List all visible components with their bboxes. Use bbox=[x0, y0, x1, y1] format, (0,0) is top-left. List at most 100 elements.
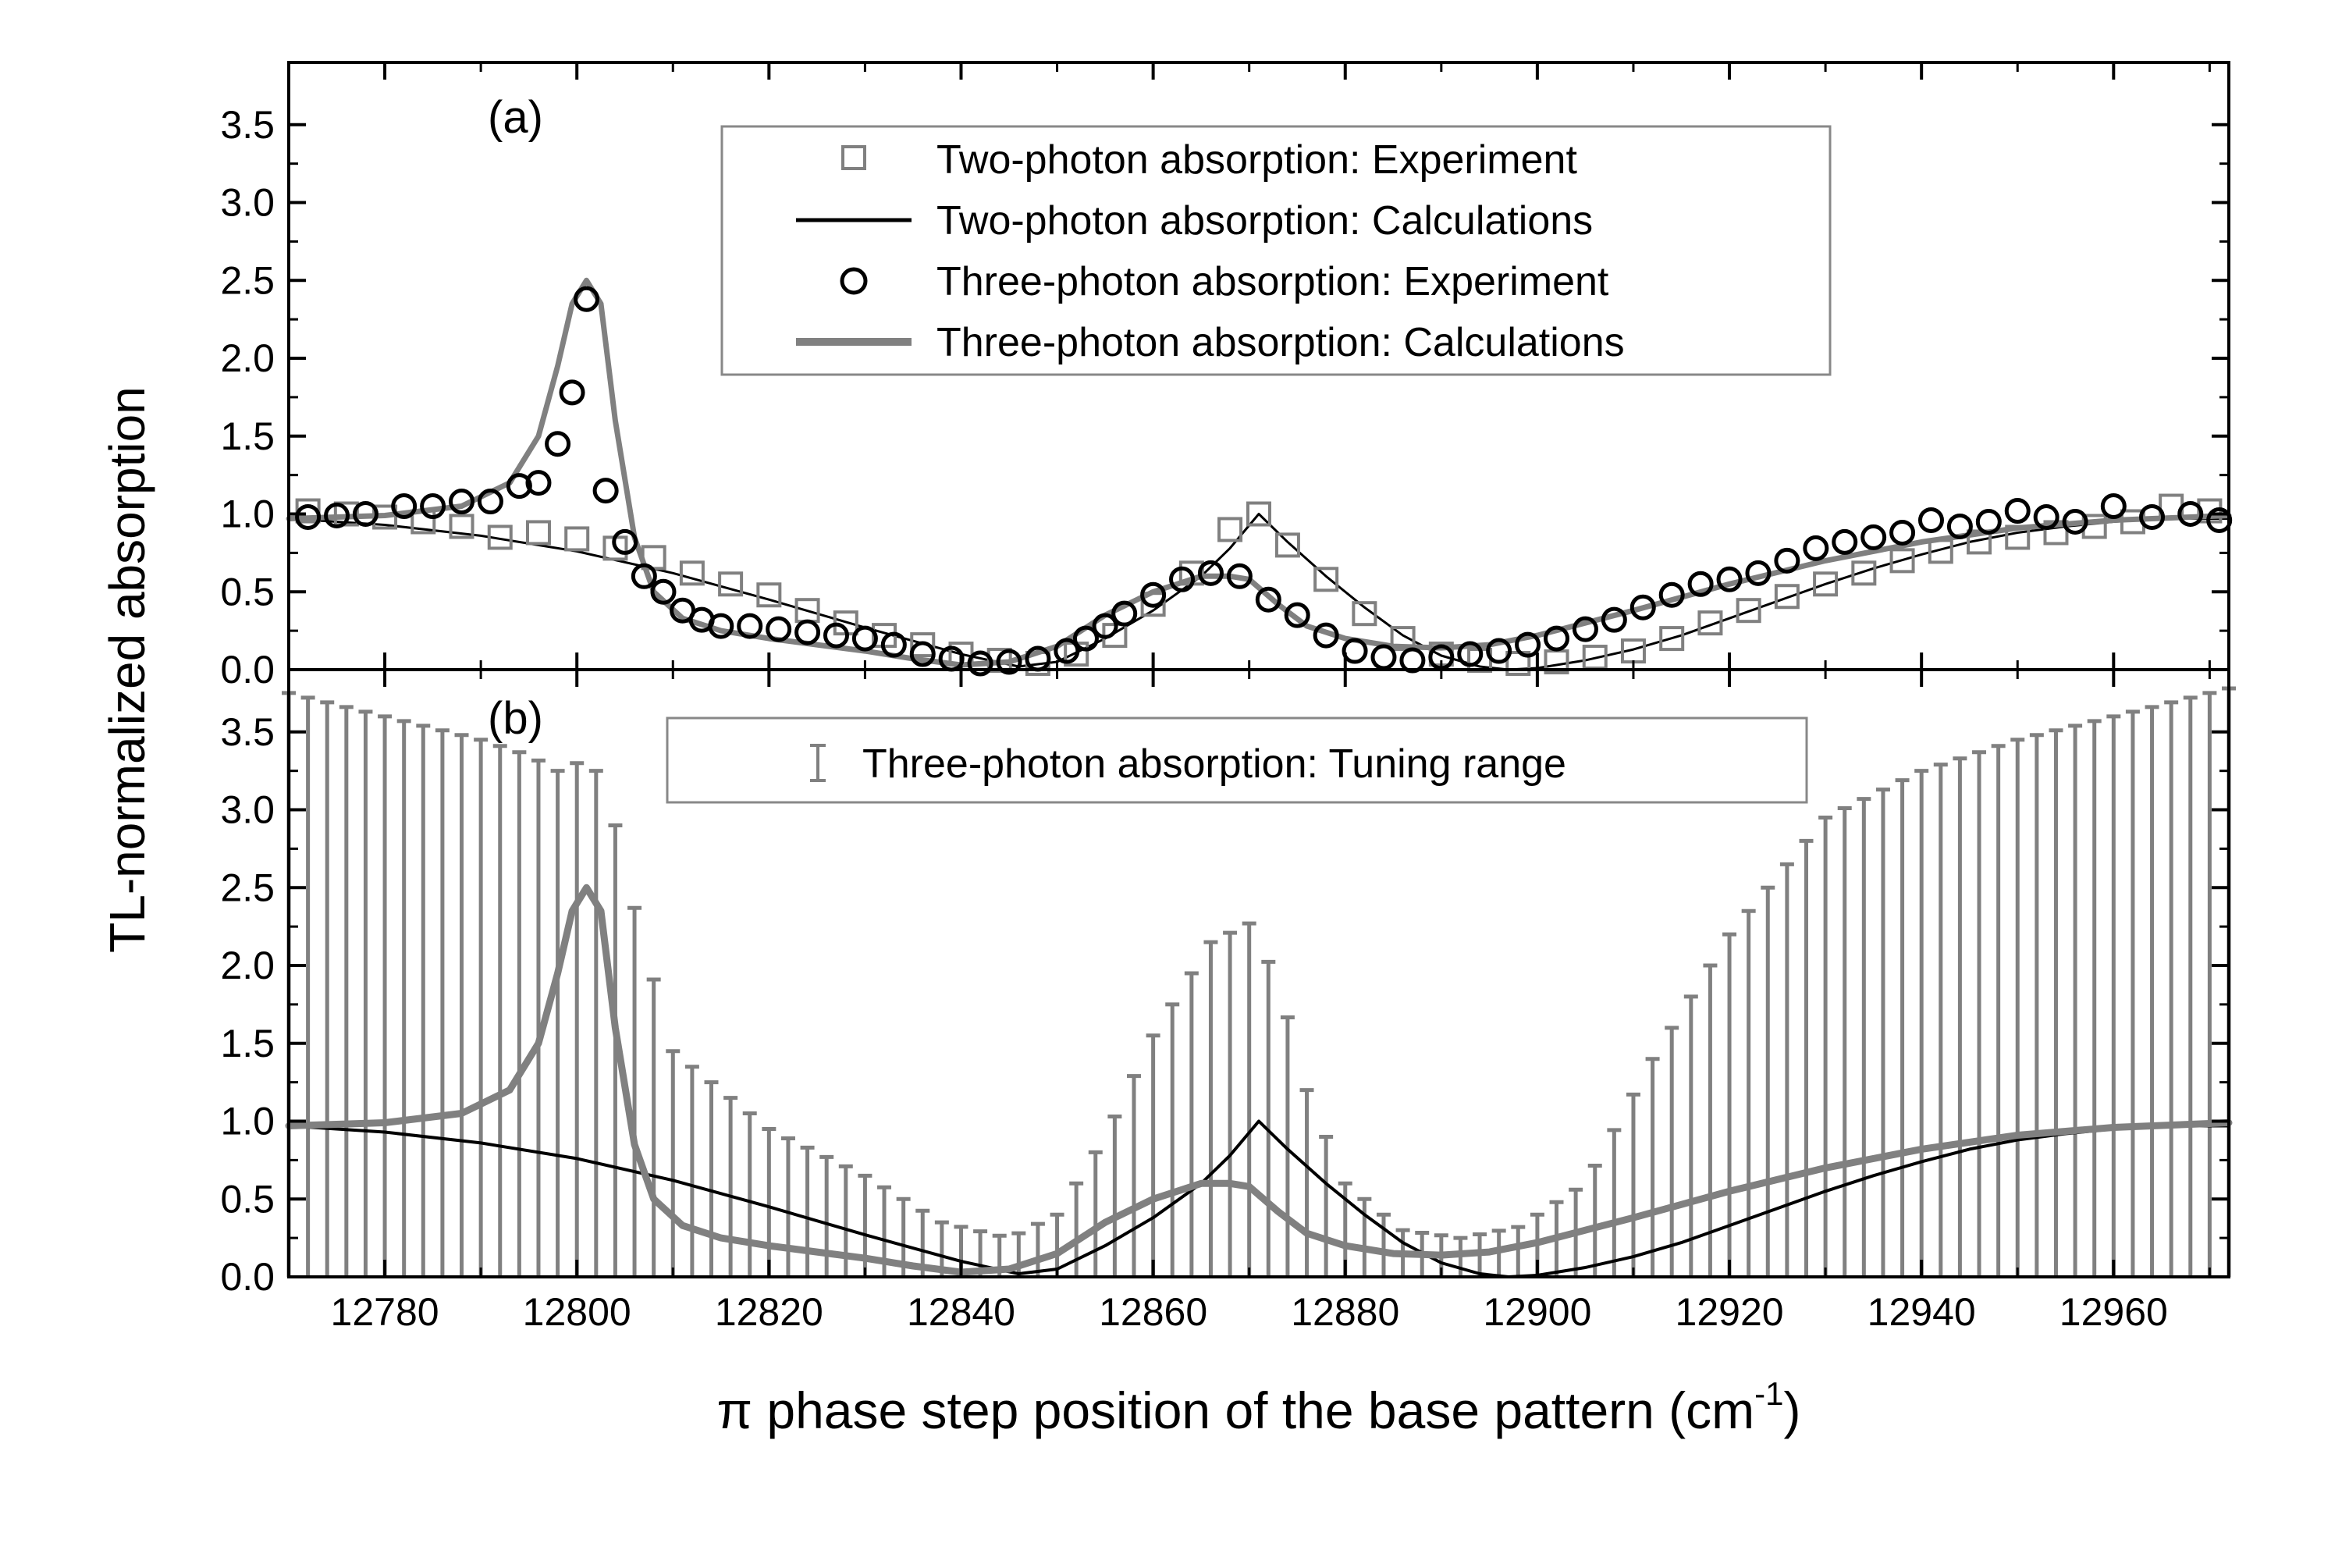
y-tick-label: 2.0 bbox=[220, 944, 275, 987]
tuning-range-bar bbox=[1107, 1115, 1122, 1277]
legend-a-box bbox=[720, 125, 1832, 376]
three-photon-experiment-point bbox=[909, 641, 936, 667]
tuning-range-bar bbox=[1453, 1236, 1468, 1277]
tuning-range-bar bbox=[1683, 994, 1698, 1277]
three-photon-experiment-point bbox=[506, 473, 532, 500]
tuning-range-bar bbox=[627, 905, 642, 1277]
three-photon-experiment-point bbox=[823, 622, 849, 649]
tuning-range-bar bbox=[1722, 932, 1737, 1277]
tuning-range-bar bbox=[300, 695, 315, 1277]
tuning-range-bar bbox=[339, 705, 354, 1277]
three-photon-experiment-point bbox=[1687, 571, 1714, 597]
three-photon-experiment-point bbox=[1399, 647, 1426, 674]
three-photon-experiment-point bbox=[1601, 606, 1627, 633]
tuning-range-bar bbox=[1184, 971, 1199, 1277]
three-photon-experiment-point bbox=[996, 649, 1022, 675]
tuning-range-bar bbox=[2087, 719, 2102, 1277]
series-line-b-0 bbox=[287, 1119, 2230, 1278]
three-photon-experiment-point bbox=[1716, 566, 1743, 592]
legend-b: Three-photon absorption: Tuning range bbox=[666, 716, 1808, 804]
two-photon-experiment-point bbox=[1928, 539, 1953, 564]
three-photon-experiment-point bbox=[1745, 560, 1772, 586]
tuning-range-bar bbox=[396, 719, 411, 1277]
three-photon-experiment-point bbox=[295, 504, 322, 531]
tuning-range-bar bbox=[1242, 921, 1256, 1277]
three-photon-experiment-point bbox=[880, 631, 907, 658]
tuning-range-bar bbox=[1645, 1057, 1660, 1277]
three-photon-experiment-point bbox=[2100, 493, 2127, 520]
y-tick-label: 3.0 bbox=[220, 181, 275, 225]
plot-frame-b bbox=[287, 668, 2230, 1278]
series-line-b-1 bbox=[285, 884, 2233, 1276]
three-photon-experiment-point bbox=[2139, 504, 2166, 531]
tuning-range-bar bbox=[1299, 1088, 1314, 1277]
tuning-range-bar bbox=[1779, 862, 1794, 1277]
tuning-range-bar bbox=[512, 750, 527, 1277]
two-photon-experiment-point bbox=[1967, 529, 1992, 555]
tuning-range-bar bbox=[1587, 1164, 1602, 1277]
tuning-range-bar bbox=[1818, 816, 1833, 1277]
tuning-range-bar bbox=[742, 1111, 757, 1277]
two-photon-experiment-point bbox=[333, 501, 359, 527]
three-photon-experiment-point bbox=[420, 493, 446, 520]
tuning-range-bar bbox=[1511, 1225, 1526, 1277]
three-photon-experiment-point bbox=[525, 470, 552, 496]
tuning-range-bar bbox=[492, 744, 507, 1277]
three-photon-experiment-point bbox=[1572, 616, 1598, 642]
y-tick-label: 2.0 bbox=[220, 336, 275, 380]
two-photon-experiment-point bbox=[1851, 560, 1877, 586]
three-photon-experiment-point bbox=[1486, 638, 1512, 664]
two-photon-experiment-point bbox=[986, 648, 1012, 674]
three-photon-experiment-point bbox=[708, 613, 734, 639]
three-photon-experiment-point bbox=[1457, 641, 1484, 667]
legend-b-label-0: Three-photon absorption: Tuning range bbox=[862, 741, 1566, 787]
y-tick-label: 0.5 bbox=[220, 1177, 275, 1221]
legend-a-label-0: Two-photon absorption: Experiment bbox=[936, 137, 1577, 183]
two-photon-experiment-point bbox=[1697, 610, 1723, 636]
legend-a-label-2: Three-photon absorption: Experiment bbox=[936, 259, 1609, 304]
two-photon-experiment-point bbox=[1217, 517, 1243, 542]
three-photon-experiment-point bbox=[1313, 622, 1339, 649]
tuning-range-bar bbox=[723, 1096, 738, 1277]
two-photon-experiment-point bbox=[1889, 548, 1915, 574]
tuning-range-bar bbox=[1607, 1128, 1622, 1277]
y-tick-label: 3.5 bbox=[220, 710, 275, 754]
three-photon-experiment-point bbox=[1072, 625, 1099, 652]
three-photon-experiment-point bbox=[391, 493, 418, 520]
two-photon-experiment-point bbox=[2005, 524, 2031, 550]
three-photon-experiment-point bbox=[574, 286, 600, 312]
x-axis-label-close: ) bbox=[1784, 1381, 1801, 1439]
tuning-range-bar bbox=[1741, 908, 1756, 1277]
tuning-range-bar bbox=[2125, 709, 2140, 1277]
y-tick-label: 1.0 bbox=[220, 492, 275, 536]
x-axis-label: π phase step position of the base patter… bbox=[717, 1375, 1801, 1439]
tuning-range-bar bbox=[800, 1145, 815, 1277]
panel-label-a: (a) bbox=[488, 92, 543, 143]
y-tick-label: 0.0 bbox=[220, 1255, 275, 1299]
x-tick-label: 12900 bbox=[1483, 1290, 1591, 1334]
x-tick-label: 12880 bbox=[1291, 1290, 1399, 1334]
x-tick-label: 12780 bbox=[331, 1290, 439, 1334]
three-photon-experiment-point bbox=[1774, 547, 1800, 574]
tuning-range-bar bbox=[2164, 700, 2179, 1277]
three-photon-experiment-point bbox=[1284, 602, 1310, 628]
three-photon-experiment-point bbox=[794, 619, 821, 645]
tuning-range-bar bbox=[2049, 728, 2063, 1277]
y-axis-label: TL-normalized absorption bbox=[99, 386, 155, 953]
tuning-range-bar bbox=[1857, 797, 1871, 1277]
tuning-range-bar bbox=[2029, 733, 2044, 1277]
tuning-range-bar bbox=[1127, 1074, 1142, 1277]
y-tick-label: 3.5 bbox=[220, 103, 275, 147]
legend-a: Two-photon absorption: Experiment Two-ph… bbox=[720, 125, 1832, 376]
two-photon-experiment-point bbox=[679, 560, 705, 586]
three-photon-experiment-point bbox=[1515, 631, 1541, 658]
three-photon-experiment-point bbox=[631, 563, 657, 589]
three-photon-experiment-point bbox=[1629, 594, 1656, 620]
tuning-range-bar bbox=[1376, 1212, 1391, 1277]
tuning-range-bar bbox=[435, 728, 450, 1277]
tuning-range-bar bbox=[1895, 778, 1910, 1277]
tuning-range-bar bbox=[474, 738, 489, 1277]
tuning-range-bar bbox=[1088, 1150, 1103, 1277]
tuning-range-bar bbox=[531, 758, 546, 1277]
